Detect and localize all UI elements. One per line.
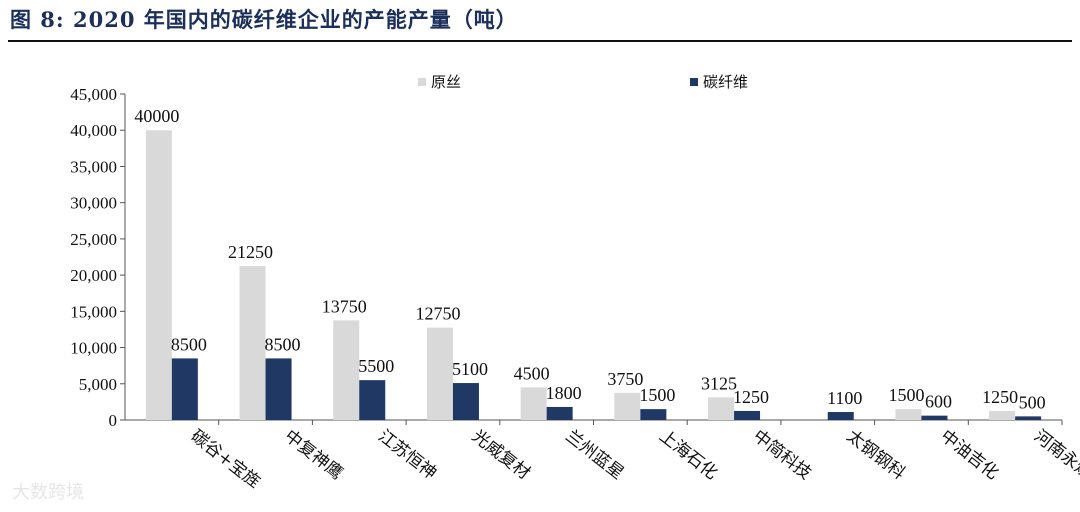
carbon-fiber-value-label: 5500 — [358, 356, 394, 376]
raw-silk-value-label: 40000 — [134, 106, 179, 126]
carbon-fiber-bar — [640, 409, 667, 420]
carbon-fiber-bar — [734, 410, 761, 420]
y-tick-label: 10,000 — [70, 339, 117, 358]
y-tick-label: 45,000 — [70, 85, 117, 104]
y-tick-label: 25,000 — [70, 230, 117, 249]
carbon-fiber-value-label: 1800 — [546, 383, 582, 403]
category-label: 碳谷+宝旌 — [187, 426, 264, 492]
carbon-fiber-value-label: 8500 — [171, 334, 207, 354]
carbon-fiber-value-label: 1500 — [639, 385, 675, 405]
carbon-fiber-value-label: 1250 — [733, 387, 769, 407]
raw-silk-bar — [145, 130, 172, 420]
raw-silk-value-label: 3750 — [607, 369, 643, 389]
carbon-fiber-value-label: 8500 — [265, 334, 301, 354]
category-label: 江苏恒神 — [374, 426, 440, 484]
raw-silk-bar — [239, 266, 266, 420]
raw-silk-bar — [426, 327, 453, 420]
legend: 原丝 碳纤维 — [418, 73, 748, 91]
carbon-fiber-bar — [171, 358, 198, 420]
raw-silk-value-label: 13750 — [322, 296, 367, 316]
raw-silk-value-label: 4500 — [514, 363, 550, 383]
legend-label-carbon-fiber: 碳纤维 — [703, 73, 748, 91]
category-label: 太钢钢科 — [843, 426, 909, 484]
carbon-fiber-value-label: 500 — [1019, 392, 1046, 412]
y-tick-label: 30,000 — [70, 194, 117, 213]
raw-silk-value-label: 12750 — [415, 304, 460, 324]
y-tick-label: 0 — [109, 411, 118, 430]
axes: 0 5,000 10,000 15,000 20,000 25,000 30,000 35,0… — [70, 85, 1063, 430]
carbon-fiber-bar — [452, 383, 479, 420]
data-labels: 40000 8500 21250 8500 13750 5500 12750 5100 4500… — [134, 106, 1045, 412]
carbon-fiber-bar — [1015, 416, 1042, 420]
y-tick-label: 40,000 — [70, 121, 117, 140]
legend-label-raw-silk: 原丝 — [431, 73, 461, 91]
carbon-fiber-bar — [827, 412, 854, 420]
raw-silk-bar — [895, 409, 922, 420]
carbon-fiber-bar — [546, 406, 573, 420]
legend-swatch-carbon-fiber — [690, 78, 698, 86]
chart-title: 图 8: 2020 年国内的碳纤维企业的产能产量（吨） — [10, 7, 518, 32]
category-label: 河南永煤 — [1030, 426, 1080, 484]
category-label: 中油吉化 — [936, 426, 1002, 484]
legend-swatch-raw-silk — [418, 78, 426, 86]
carbon-fiber-bar — [265, 358, 292, 420]
category-label: 中复神鹰 — [280, 426, 346, 484]
carbon-fiber-bar — [359, 380, 386, 420]
y-tick-label: 5,000 — [79, 375, 117, 394]
raw-silk-bar — [708, 397, 735, 420]
raw-silk-bar — [989, 410, 1016, 420]
carbon-fiber-value-label: 600 — [925, 392, 952, 412]
raw-silk-bar — [333, 320, 360, 420]
category-label: 中简科技 — [749, 426, 815, 484]
raw-silk-value-label: 1250 — [982, 387, 1018, 407]
title-divider — [8, 40, 1072, 42]
raw-silk-value-label: 1500 — [888, 385, 924, 405]
bars — [145, 130, 1042, 420]
carbon-fiber-bar — [921, 415, 948, 420]
category-label: 上海石化 — [655, 426, 721, 484]
y-tick-label: 35,000 — [70, 157, 117, 176]
y-tick-label: 20,000 — [70, 266, 117, 285]
raw-silk-bar — [614, 392, 641, 420]
raw-silk-value-label: 3125 — [701, 373, 737, 393]
carbon-fiber-value-label: 5100 — [452, 359, 488, 379]
raw-silk-value-label: 21250 — [228, 242, 273, 262]
category-label: 兰州蓝星 — [562, 426, 628, 484]
raw-silk-bar — [520, 387, 547, 420]
category-labels: 碳谷+宝旌 中复神鹰 江苏恒神 光威复材 兰州蓝星 上海石化 中简科技 太钢钢科 中油吉化 河南永… — [187, 426, 1080, 492]
carbon-fiber-value-label: 1100 — [827, 388, 862, 408]
y-tick-label: 15,000 — [70, 302, 117, 321]
watermark-text: 大数跨境 — [12, 482, 84, 503]
category-label: 光威复材 — [468, 426, 534, 484]
